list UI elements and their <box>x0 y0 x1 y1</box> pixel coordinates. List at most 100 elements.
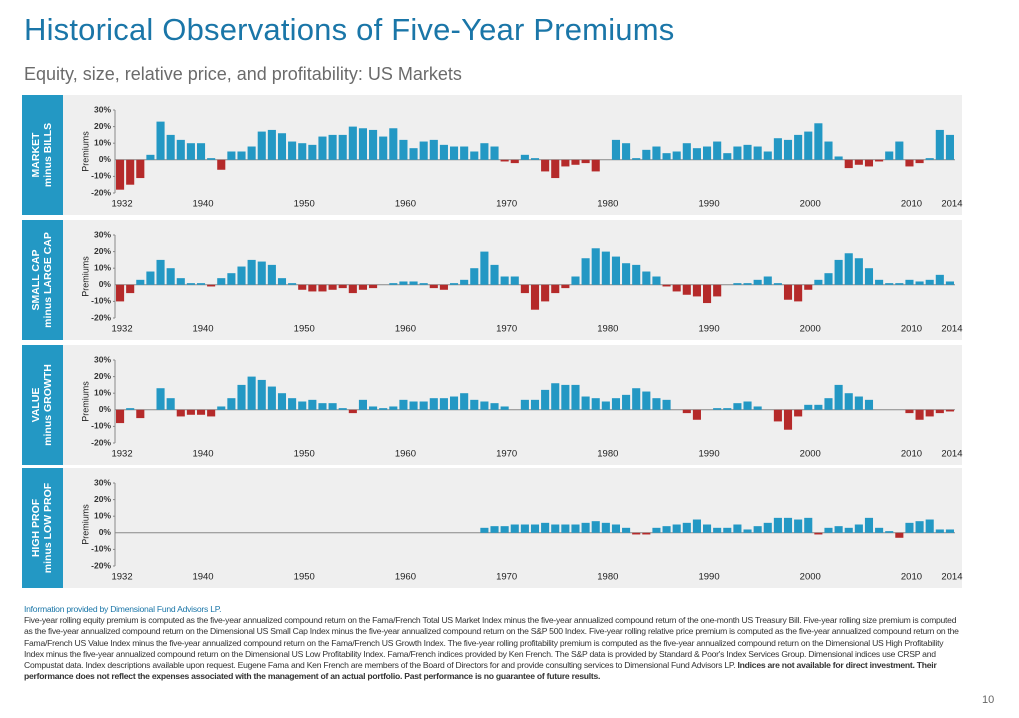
y-tick-label: 0% <box>99 279 112 289</box>
bar <box>186 283 195 285</box>
y-tick-label: -10% <box>91 296 111 306</box>
panel-side <box>22 468 63 588</box>
bar <box>611 398 621 410</box>
bar <box>369 129 378 160</box>
bar <box>541 522 550 533</box>
bar <box>217 278 226 285</box>
bar <box>328 134 337 160</box>
bar <box>449 396 459 410</box>
x-tick-label: 1980 <box>597 199 618 210</box>
bar <box>591 248 600 285</box>
x-tick-label: 1940 <box>192 572 213 583</box>
bar <box>146 271 155 285</box>
bar <box>773 409 782 422</box>
bar <box>318 136 327 160</box>
y-tick-label: 0% <box>99 154 112 164</box>
x-tick-label: 1970 <box>496 199 517 210</box>
bar <box>632 264 641 285</box>
panel-label-line: MARKET <box>30 132 42 177</box>
bar <box>166 134 175 160</box>
bar <box>470 399 479 410</box>
bar <box>885 283 894 285</box>
bar <box>520 284 529 294</box>
x-tick-label: 1990 <box>698 572 719 583</box>
y-tick-label: 30% <box>94 354 111 364</box>
bar <box>500 526 509 533</box>
bar <box>824 141 833 160</box>
bar <box>794 519 803 533</box>
bar <box>358 284 367 290</box>
bar <box>682 522 691 533</box>
bar <box>773 517 782 533</box>
bar <box>662 399 671 410</box>
bar <box>925 409 934 417</box>
bar <box>348 126 357 160</box>
bar <box>389 283 398 285</box>
bar <box>682 284 691 295</box>
panel-label-line: minus LARGE CAP <box>42 232 54 328</box>
bar <box>490 403 499 410</box>
x-tick-label: 1960 <box>395 449 416 460</box>
bar <box>358 128 367 160</box>
y-tick-label: 20% <box>94 246 111 256</box>
bar <box>652 276 661 285</box>
bar <box>713 141 722 160</box>
x-tick-label: 1950 <box>294 572 315 583</box>
bar <box>824 398 833 410</box>
bar <box>743 144 752 160</box>
bar <box>298 284 307 290</box>
bar <box>176 139 185 160</box>
bar <box>530 399 540 410</box>
x-tick-label: 1932 <box>111 324 132 335</box>
bar <box>682 409 691 414</box>
bar <box>885 531 894 533</box>
bar <box>662 526 671 533</box>
bar <box>399 139 408 160</box>
bar <box>207 284 216 287</box>
panel: MARKETminus BILLS Premiums -20% -10% 0% 10% 20… <box>22 95 963 215</box>
bar <box>601 522 610 533</box>
bar <box>318 284 327 292</box>
bar <box>672 524 681 533</box>
bar <box>611 139 621 160</box>
bar <box>804 517 813 533</box>
bar <box>369 406 378 410</box>
bar <box>935 409 944 414</box>
bar <box>783 284 793 300</box>
bar <box>854 258 863 285</box>
bar <box>601 401 610 410</box>
bar <box>591 521 600 533</box>
bar <box>814 123 823 160</box>
bar <box>166 398 175 410</box>
x-tick-label: 1970 <box>496 449 517 460</box>
bar <box>126 284 135 294</box>
bar <box>267 264 276 285</box>
bar <box>551 159 560 179</box>
bar <box>753 146 762 160</box>
bar <box>945 134 954 160</box>
bar <box>409 401 418 410</box>
bar <box>834 384 843 410</box>
bar <box>136 159 145 179</box>
bar <box>834 526 843 533</box>
bar <box>561 284 570 289</box>
x-tick-label: 1980 <box>597 449 618 460</box>
bar <box>308 144 317 160</box>
bar <box>662 153 671 160</box>
bar <box>935 274 944 285</box>
y-axis-label: Premiums <box>80 256 90 297</box>
bar <box>672 151 681 160</box>
bar <box>945 281 954 285</box>
bar <box>449 146 459 160</box>
bar <box>773 283 782 285</box>
bar <box>146 154 155 160</box>
y-axis-label: Premiums <box>80 131 90 172</box>
bar <box>288 283 297 285</box>
bar <box>804 131 813 160</box>
bar <box>844 393 853 410</box>
bar <box>763 522 772 533</box>
bar <box>267 386 276 410</box>
bar <box>662 284 671 287</box>
bar <box>541 389 550 410</box>
